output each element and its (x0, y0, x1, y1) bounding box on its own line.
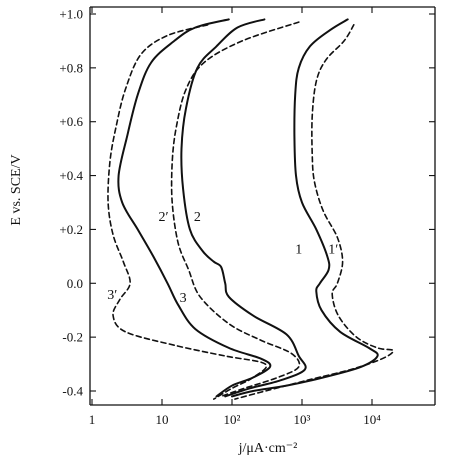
curve-4 (170, 21, 301, 398)
x-tick-label: 10² (224, 412, 241, 427)
curve-2 (234, 24, 394, 400)
curve-3 (180, 18, 307, 398)
curve-label-4: 2′ (158, 210, 168, 225)
plot-frame (89, 6, 436, 406)
y-tick-label: +0.4 (59, 168, 83, 183)
axis-ticks: +1.0 +0.8 +0.6 +0.4 +0.2 0.0 -0.2 -0.4 1 10 10² 10³… (59, 7, 435, 427)
curve-labels: 1 1′ 2 2′ 3 3′ (107, 210, 338, 306)
x-tick-label: 10⁴ (363, 412, 381, 427)
y-tick-label: +0.2 (59, 222, 83, 237)
curve-6 (107, 24, 268, 400)
curve-label-5: 3 (180, 291, 187, 306)
x-tick-label: 10 (156, 412, 169, 427)
curve-label-6: 3′ (107, 288, 117, 303)
curve-label-2: 1′ (328, 242, 338, 257)
curve-label-3: 2 (194, 210, 201, 225)
data-curves (107, 18, 394, 400)
x-tick-label: 1 (89, 412, 96, 427)
curve-label-1: 1 (295, 242, 302, 257)
y-tick-label: +1.0 (59, 7, 83, 22)
y-tick-label: +0.6 (59, 114, 83, 129)
x-axis-title: j/μA·cm⁻² (238, 441, 298, 456)
y-tick-label: -0.2 (62, 330, 83, 345)
y-tick-label: +0.8 (59, 60, 83, 75)
y-tick-label: -0.4 (62, 384, 83, 399)
curve-1 (231, 18, 379, 398)
y-tick-label: 0.0 (67, 276, 83, 291)
x-tick-label: 10³ (294, 412, 311, 427)
y-axis-title: E vs. SCE/V (9, 154, 24, 225)
curve-5 (117, 18, 272, 398)
